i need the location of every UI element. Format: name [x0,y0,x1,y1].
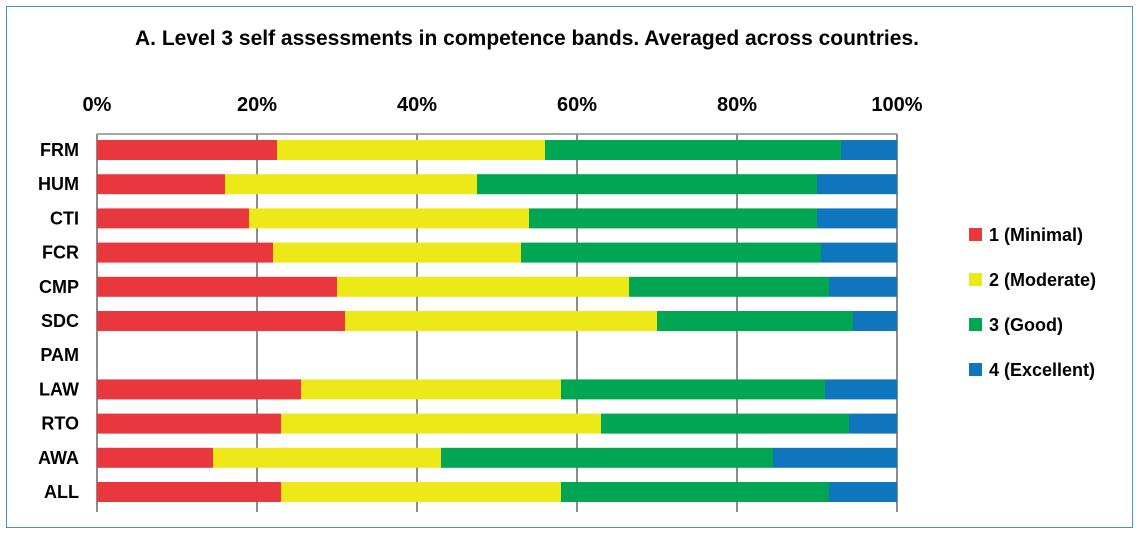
category-label: CMP [39,277,79,297]
bar-segment [829,482,897,502]
x-tick-label: 100% [871,94,922,116]
bar-segment [849,413,897,434]
bar-segment [841,140,897,160]
bar-segment [97,276,337,297]
category-label: PAM [40,345,79,365]
legend-label: 4 (Excellent) [989,360,1095,380]
bar-segment [213,447,441,468]
bar-segment [97,174,225,195]
bar-segment [337,276,629,297]
bar-segment [97,311,345,331]
bar-segment [301,379,561,400]
legend-swatch [969,228,982,241]
bar-segment [601,413,849,434]
legend-label: 3 (Good) [989,315,1063,335]
category-label: CTI [50,208,79,228]
chart-frame: A. Level 3 self assessments in competenc… [6,6,1133,528]
x-tick-label: 60% [557,94,597,116]
chart-title: A. Level 3 self assessments in competenc… [135,27,919,50]
bar-segment [629,276,829,297]
bar-segment [97,379,301,400]
bar-segment [521,242,821,263]
category-label: RTO [41,414,79,434]
bar-segment [97,413,281,434]
legend-swatch [969,363,982,376]
x-tick-label: 20% [237,94,277,116]
bar-segment [273,242,521,263]
category-label: LAW [39,379,79,399]
bar-segment [249,208,529,229]
category-label: FCR [42,243,79,263]
bar-segment [441,447,773,468]
x-tick-label: 80% [717,94,757,116]
bar-segment [277,140,545,160]
bar-segment [97,242,273,263]
bar-segment [817,208,897,229]
category-label: AWA [38,448,79,468]
bar-segment [97,447,213,468]
bar-segment [817,174,897,195]
bar-segment [545,140,841,160]
bar-segment [529,208,817,229]
bar-segment [657,311,853,331]
bar-segment [853,311,897,331]
bar-segment [561,482,829,502]
bar-segment [225,174,477,195]
legend-label: 2 (Moderate) [989,270,1096,290]
legend-swatch [969,318,982,331]
legend-swatch [969,273,982,286]
category-label: ALL [44,482,79,502]
bar-segment [281,413,601,434]
bar-segment [825,379,897,400]
bar-segment [97,482,281,502]
category-label: SDC [41,311,79,331]
bar-segment [281,482,561,502]
bar-segment [345,311,657,331]
bar-segment [773,447,897,468]
bar-segment [561,379,825,400]
x-tick-label: 40% [397,94,437,116]
stacked-bar-chart: A. Level 3 self assessments in competenc… [38,27,1096,512]
x-tick-label: 0% [83,94,112,116]
bar-segment [821,242,897,263]
category-label: FRM [40,140,79,160]
bar-segment [97,208,249,229]
bar-segment [97,140,277,160]
category-label: HUM [38,174,79,194]
bar-segment [477,174,817,195]
legend-label: 1 (Minimal) [989,225,1083,245]
bar-segment [829,276,897,297]
